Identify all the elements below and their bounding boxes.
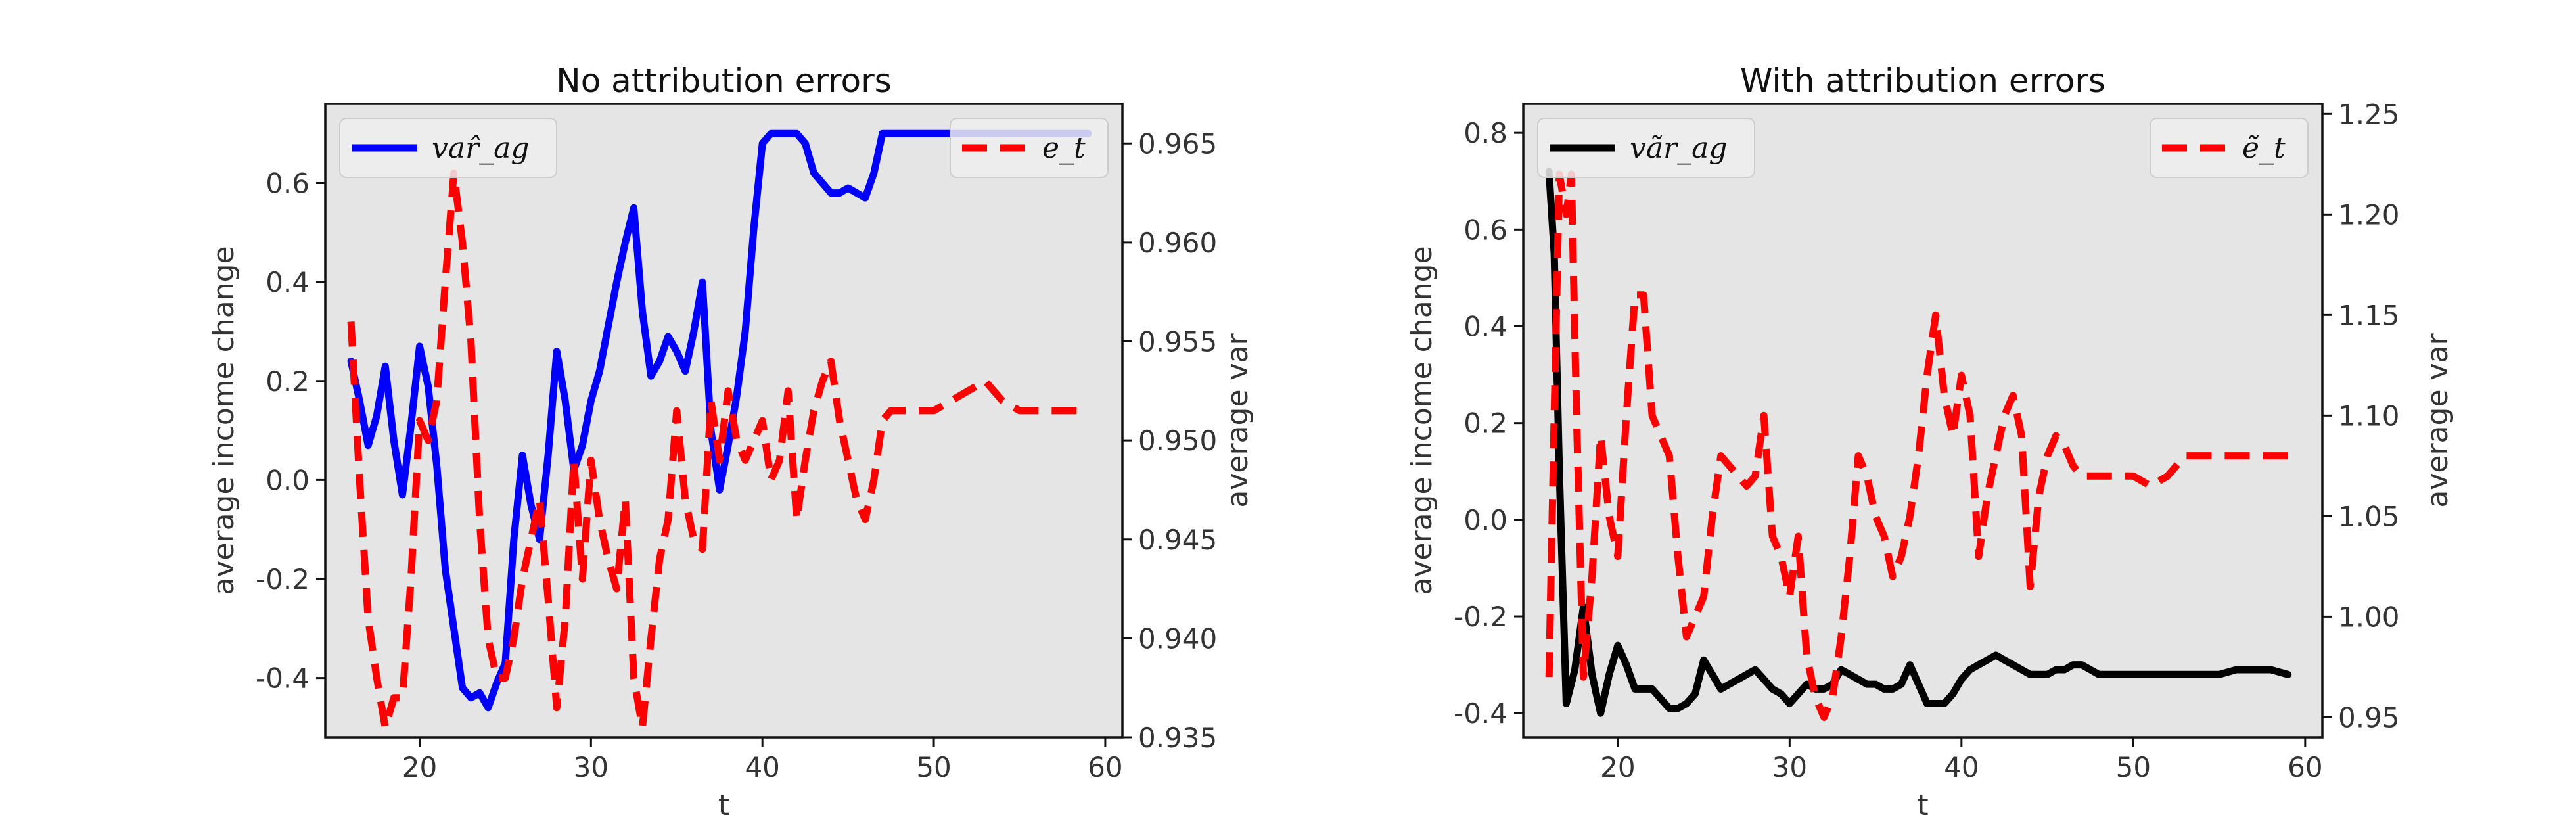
right-y-tick-label: 1.05 (2338, 500, 2400, 532)
legend-box (950, 118, 1109, 178)
right-y-tick-label: 1.20 (2338, 198, 2400, 231)
x-tick-label: 30 (1772, 751, 1807, 783)
right-chart-panel: 20 30 40 50 60 -0.4 -0.2 0.0 0.2 0.4 0.6 0.8 0.95 1.0… (1405, 62, 2454, 822)
x-tick-label: 50 (916, 751, 951, 783)
left-y-tick-label: 0.4 (1463, 311, 1507, 343)
left-y-tick-label: 0.8 (1463, 117, 1507, 149)
left-y-tick-label: 0.0 (265, 464, 310, 496)
right-y-axis-label: average var (1221, 333, 1254, 507)
legend-box (339, 118, 557, 178)
x-tick-label: 60 (2288, 751, 2322, 783)
x-axis-label: t (718, 789, 729, 822)
x-tick-label: 60 (1088, 751, 1122, 783)
x-tick-label: 20 (402, 751, 437, 783)
legend-label: vãr_ag (1630, 131, 1728, 165)
legend-box (1537, 118, 1755, 178)
legend-label: e_t (1042, 131, 1086, 165)
series-lines (1545, 168, 2292, 721)
plot-frame (1522, 103, 2324, 739)
x-tick-label: 20 (1600, 751, 1635, 783)
legend-top-right: ẽ_t (2150, 118, 2309, 178)
right-y-tick-label: 0.945 (1138, 524, 1217, 556)
series-lines (347, 129, 1092, 731)
right-y-tick-label: 1.25 (2338, 98, 2400, 130)
left-y-tick-label: -0.4 (1454, 697, 1507, 730)
chart-title: With attribution errors (1740, 62, 2105, 100)
left-y-axis-label: average income change (207, 246, 241, 595)
left-y-tick-label: 0.2 (265, 365, 310, 398)
plot-area (1523, 104, 2322, 737)
legend-label: var̂_ag (432, 131, 530, 165)
left-y-axis-label: average income change (1405, 246, 1438, 595)
right-y-tick-label: 0.965 (1138, 127, 1217, 160)
left-y-tick-label: -0.2 (1454, 601, 1507, 633)
legend-top-right: e_t (950, 118, 1109, 178)
x-tick-label: 40 (1944, 751, 1979, 783)
right-y-tick-label: 1.15 (2338, 299, 2400, 331)
left-chart-panel: 20 30 40 50 60 -0.4 -0.2 0.0 0.2 0.4 0.6 0.935 0.940… (207, 62, 1254, 822)
chart-title: No attribution errors (556, 62, 891, 100)
solid-series-line-0 (347, 129, 1092, 712)
left-y-tick-label: 0.2 (1463, 407, 1507, 440)
dashed-series-line-1 (347, 169, 1088, 731)
right-y-tick-label: 1.00 (2338, 601, 2400, 633)
left-y-tick-label: -0.2 (256, 563, 310, 595)
left-y-tick-label: 0.0 (1463, 504, 1507, 536)
x-tick-label: 40 (745, 751, 779, 783)
legend-label: ẽ_t (2242, 131, 2286, 165)
right-y-tick-label: 0.955 (1138, 326, 1217, 358)
plot-frame (324, 103, 1124, 739)
x-tick-label: 30 (574, 751, 609, 783)
dashed-series-line-1 (1545, 170, 2288, 721)
x-axis-label: t (1917, 789, 1928, 822)
right-y-tick-label: 1.10 (2338, 400, 2400, 432)
right-y-tick-label: 0.935 (1138, 722, 1217, 754)
right-y-axis-label: average var (2421, 333, 2454, 507)
right-y-tick-label: 0.950 (1138, 425, 1217, 457)
left-y-tick-label: -0.4 (256, 662, 310, 695)
legend-top-left: vãr_ag (1537, 118, 1755, 178)
right-y-tick-label: 0.95 (2338, 701, 2400, 733)
legend-box (2150, 118, 2309, 178)
legend-top-left: var̂_ag (339, 118, 557, 178)
left-y-tick-label: 0.6 (265, 168, 310, 200)
right-y-tick-label: 0.960 (1138, 227, 1217, 259)
solid-series-line-0 (1545, 168, 2292, 717)
left-y-tick-label: 0.6 (1463, 214, 1507, 246)
x-tick-label: 50 (2116, 751, 2151, 783)
left-y-tick-label: 0.4 (265, 266, 310, 298)
right-y-tick-label: 0.940 (1138, 622, 1217, 655)
